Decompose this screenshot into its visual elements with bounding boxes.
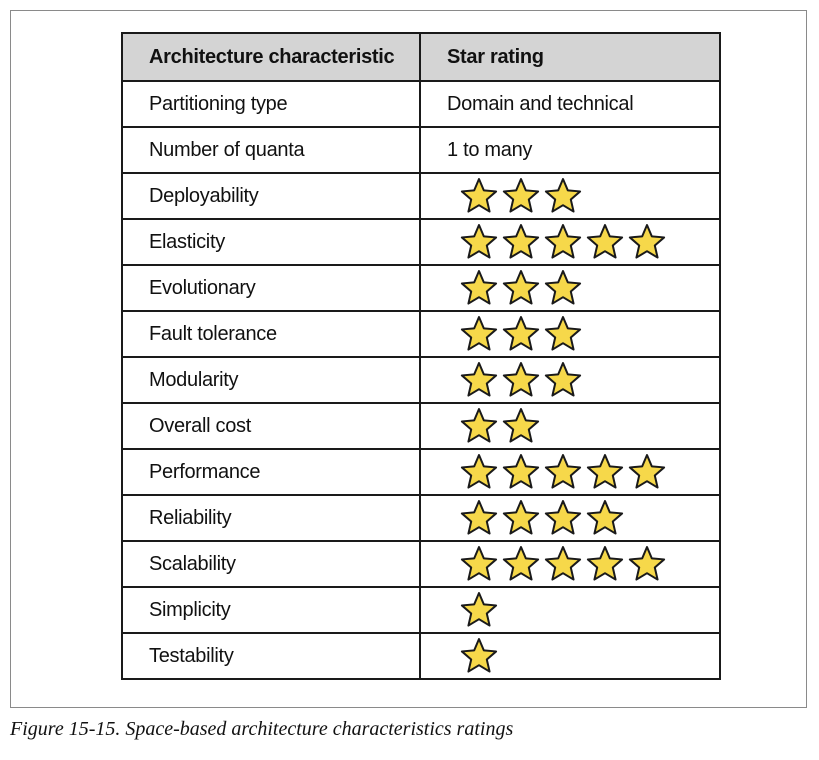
- star-group: [459, 406, 719, 446]
- table-row: Number of quanta 1 to many: [121, 126, 721, 174]
- table-row: Evolutionary: [121, 264, 721, 312]
- star-icon: [628, 454, 666, 489]
- characteristic-cell: Number of quanta: [121, 126, 421, 174]
- star-rating-cell: [419, 632, 721, 680]
- table-row: Modularity: [121, 356, 721, 404]
- star-rating-cell: [419, 402, 721, 450]
- star-icon: [502, 316, 540, 351]
- table-row: Fault tolerance: [121, 310, 721, 358]
- value-cell: Domain and technical: [419, 80, 721, 128]
- table-row: Overall cost: [121, 402, 721, 450]
- table-row: Deployability: [121, 172, 721, 220]
- star-group: [459, 360, 719, 400]
- star-icon: [586, 454, 624, 489]
- star-icon: [460, 546, 498, 581]
- characteristic-cell: Evolutionary: [121, 264, 421, 312]
- star-icon: [460, 362, 498, 397]
- star-icon: [628, 546, 666, 581]
- table-row: Testability: [121, 632, 721, 680]
- table-row: Scalability: [121, 540, 721, 588]
- star-icon: [544, 362, 582, 397]
- star-icon: [502, 178, 540, 213]
- star-icon: [544, 454, 582, 489]
- star-icon: [544, 316, 582, 351]
- star-rating-cell: [419, 448, 721, 496]
- star-icon: [460, 638, 498, 673]
- star-icon: [460, 408, 498, 443]
- star-group: [459, 590, 719, 630]
- star-icon: [460, 224, 498, 259]
- header-characteristic: Architecture characteristic: [121, 32, 421, 82]
- star-icon: [544, 224, 582, 259]
- star-group: [459, 268, 719, 308]
- star-icon: [502, 454, 540, 489]
- caption-label: Figure 15-15.: [10, 718, 121, 740]
- star-rating-cell: [419, 218, 721, 266]
- value-cell: 1 to many: [419, 126, 721, 174]
- star-group: [459, 498, 719, 538]
- characteristic-cell: Deployability: [121, 172, 421, 220]
- characteristic-cell: Simplicity: [121, 586, 421, 634]
- table-header-row: Architecture characteristic Star rating: [121, 32, 721, 82]
- star-group: [459, 544, 719, 584]
- table-row: Reliability: [121, 494, 721, 542]
- star-icon: [586, 500, 624, 535]
- table-row: Elasticity: [121, 218, 721, 266]
- star-icon: [460, 454, 498, 489]
- star-icon: [502, 224, 540, 259]
- star-rating-cell: [419, 172, 721, 220]
- star-group: [459, 176, 719, 216]
- ratings-table: Architecture characteristic Star rating …: [121, 32, 721, 680]
- star-rating-cell: [419, 310, 721, 358]
- table-row: Performance: [121, 448, 721, 496]
- star-icon: [544, 500, 582, 535]
- star-icon: [502, 408, 540, 443]
- figure-caption: Figure 15-15. Space-based architecture c…: [10, 718, 513, 741]
- star-rating-cell: [419, 586, 721, 634]
- star-group: [459, 222, 719, 262]
- star-rating-cell: [419, 494, 721, 542]
- star-icon: [460, 500, 498, 535]
- header-star-rating: Star rating: [419, 32, 721, 82]
- star-rating-cell: [419, 356, 721, 404]
- star-group: [459, 452, 719, 492]
- star-icon: [628, 224, 666, 259]
- star-group: [459, 314, 719, 354]
- star-icon: [460, 592, 498, 627]
- star-icon: [460, 316, 498, 351]
- star-icon: [502, 270, 540, 305]
- characteristic-cell: Overall cost: [121, 402, 421, 450]
- characteristic-cell: Scalability: [121, 540, 421, 588]
- characteristic-cell: Elasticity: [121, 218, 421, 266]
- characteristic-cell: Partitioning type: [121, 80, 421, 128]
- characteristic-cell: Performance: [121, 448, 421, 496]
- star-group: [459, 636, 719, 676]
- table-row: Partitioning type Domain and technical: [121, 80, 721, 128]
- star-icon: [586, 546, 624, 581]
- star-icon: [460, 178, 498, 213]
- star-icon: [502, 500, 540, 535]
- characteristic-cell: Reliability: [121, 494, 421, 542]
- star-icon: [502, 362, 540, 397]
- characteristic-cell: Fault tolerance: [121, 310, 421, 358]
- star-icon: [544, 178, 582, 213]
- star-icon: [586, 224, 624, 259]
- star-icon: [460, 270, 498, 305]
- star-icon: [502, 546, 540, 581]
- star-rating-cell: [419, 540, 721, 588]
- table-row: Simplicity: [121, 586, 721, 634]
- characteristic-cell: Testability: [121, 632, 421, 680]
- characteristic-cell: Modularity: [121, 356, 421, 404]
- star-icon: [544, 270, 582, 305]
- star-icon: [544, 546, 582, 581]
- star-rating-cell: [419, 264, 721, 312]
- table-body: Partitioning type Domain and technical Num…: [121, 80, 721, 680]
- caption-text: Space-based architecture characteristics…: [125, 718, 514, 740]
- figure-frame: Architecture characteristic Star rating …: [10, 10, 807, 708]
